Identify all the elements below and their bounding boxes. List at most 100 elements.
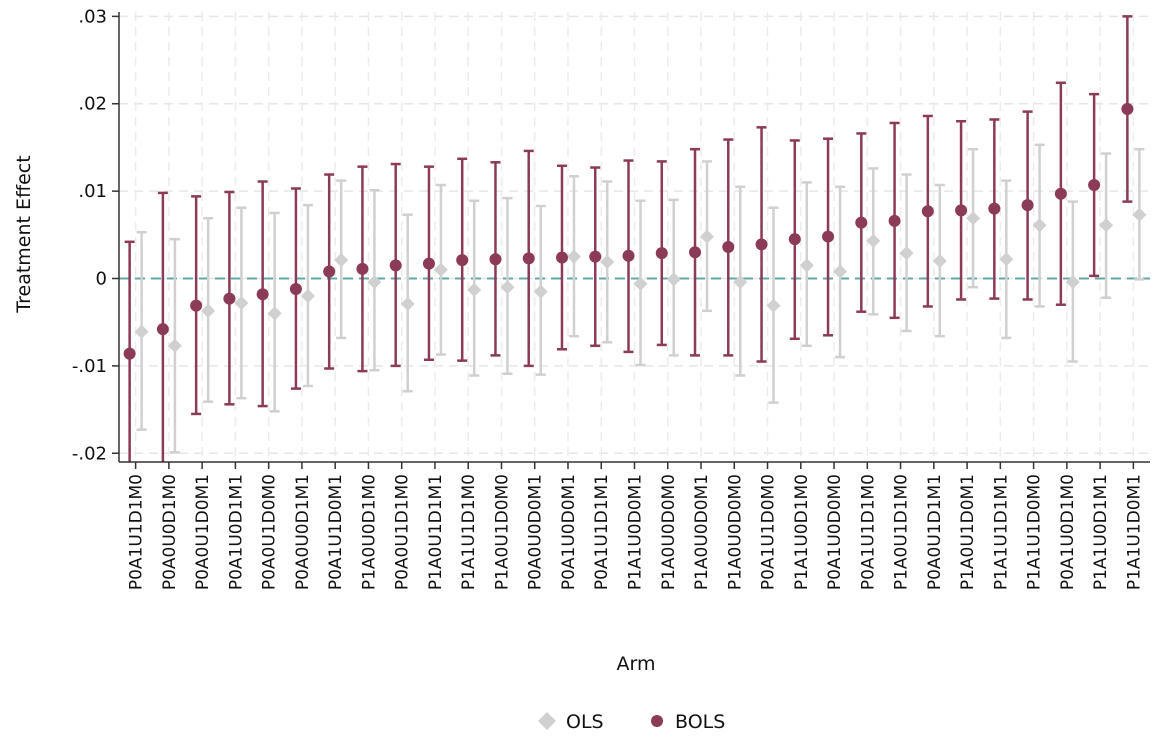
- bols-point-21: [822, 230, 835, 243]
- x-tick-label-21: P0A1U0D0M0: [825, 474, 845, 590]
- ols-point-30: [1132, 207, 1147, 222]
- legend-ols-label: OLS: [566, 711, 604, 733]
- ols-point-11: [500, 280, 515, 295]
- grid: [119, 12, 1150, 462]
- bols-point-9: [422, 257, 435, 270]
- ols-point-15: [633, 276, 648, 291]
- bols-point-20: [788, 233, 801, 246]
- ols-point-16: [666, 272, 681, 287]
- ols-point-10: [467, 282, 482, 297]
- ols-point-25: [966, 211, 981, 226]
- bols-point-0: [123, 347, 136, 360]
- ols-point-4: [267, 306, 282, 321]
- x-axis-title: Arm: [617, 653, 656, 675]
- x-tick-label-28: P0A1U0D1M0: [1058, 474, 1078, 590]
- ols-point-19: [766, 298, 781, 313]
- ols-point-24: [932, 254, 947, 269]
- x-tick-label-4: P0A0U1D0M0: [260, 474, 280, 590]
- y-tick-label-5: .03: [78, 6, 107, 27]
- ols-point-13: [566, 249, 581, 264]
- bols-point-22: [855, 216, 868, 229]
- bols-point-26: [988, 202, 1001, 215]
- bols-point-15: [622, 249, 635, 262]
- bols-point-14: [589, 250, 602, 263]
- y-tick-label-4: .02: [78, 94, 107, 115]
- x-tick-label-14: P0A1U1D1M1: [592, 474, 612, 590]
- ols-point-20: [799, 258, 814, 273]
- x-tick-labels: P0A1U1D1M0 P0A0U0D1M0 P0A0U1D0M1 P0A1U0D1M1…: [127, 462, 1144, 590]
- bols-point-29: [1088, 179, 1101, 192]
- bols-point-8: [389, 259, 402, 272]
- ols-point-14: [600, 254, 615, 269]
- bols-point-16: [655, 247, 668, 260]
- x-tick-label-16: P1A0U0D0M0: [659, 474, 679, 590]
- legend-bols-label: BOLS: [675, 711, 725, 733]
- x-tick-label-10: P1A1U1D1M0: [459, 474, 479, 590]
- bols-series: [123, 15, 1134, 462]
- bols-point-27: [1021, 199, 1034, 212]
- x-tick-label-19: P0A1U1D0M0: [759, 474, 779, 590]
- x-tick-label-13: P0A1U0D0M1: [559, 474, 579, 590]
- ols-point-9: [433, 262, 448, 277]
- x-tick-label-3: P0A1U0D1M1: [226, 474, 246, 590]
- x-tick-label-25: P1A0U1D0M1: [958, 474, 978, 590]
- bols-point-12: [522, 252, 535, 265]
- ols-point-7: [367, 275, 382, 289]
- x-tick-label-6: P0A1U1D0M1: [326, 474, 346, 590]
- x-tick-label-7: P1A0U0D1M0: [359, 474, 379, 590]
- legend: OLS BOLS: [538, 711, 725, 733]
- x-tick-label-20: P1A1U0D1M0: [792, 474, 812, 590]
- x-tick-label-30: P1A1U1D0M1: [1124, 474, 1144, 590]
- y-tick-label-3: .01: [78, 181, 107, 202]
- ols-point-6: [334, 253, 349, 268]
- ols-point-17: [700, 229, 715, 244]
- bols-point-4: [256, 288, 269, 301]
- bols-point-25: [955, 204, 968, 217]
- bols-point-23: [888, 214, 901, 227]
- x-tick-label-8: P0A0U1D1M0: [393, 474, 413, 590]
- ols-series: [134, 143, 1147, 454]
- bols-point-28: [1054, 187, 1067, 200]
- x-tick-label-15: P1A1U0D0M1: [626, 474, 646, 590]
- y-tick-label-1: -.01: [72, 356, 107, 377]
- x-tick-label-0: P0A1U1D1M0: [127, 474, 147, 590]
- x-tick-label-9: P1A0U1D1M1: [426, 474, 446, 590]
- ols-point-23: [899, 246, 914, 261]
- ols-point-5: [300, 288, 315, 303]
- y-tick-label-0: -.02: [72, 443, 107, 464]
- bols-point-17: [689, 246, 702, 259]
- ols-point-12: [533, 284, 548, 299]
- ols-point-0: [134, 324, 149, 339]
- ols-point-26: [999, 252, 1014, 267]
- bols-point-1: [156, 323, 169, 336]
- legend-ols-marker: [538, 712, 556, 730]
- x-tick-label-5: P0A0U0D1M1: [293, 474, 313, 590]
- bols-point-19: [755, 238, 768, 251]
- legend-bols-marker: [651, 715, 663, 727]
- x-tick-label-17: P1A0U0D0M1: [692, 474, 712, 590]
- bols-point-30: [1121, 102, 1134, 115]
- x-tick-label-24: P0A0U1D1M1: [925, 474, 945, 590]
- bols-point-13: [555, 251, 568, 264]
- bols-point-18: [722, 241, 735, 254]
- bols-point-24: [921, 205, 934, 218]
- bols-point-11: [489, 253, 502, 266]
- y-tick-labels: -.02 -.01 0 .01 .02 .03: [72, 6, 119, 464]
- ols-point-18: [733, 275, 748, 289]
- x-tick-label-29: P1A1U0D1M1: [1091, 474, 1111, 590]
- x-tick-label-11: P1A0U1D0M0: [492, 474, 512, 590]
- ols-point-2: [201, 303, 216, 318]
- bols-point-6: [323, 265, 336, 278]
- bols-point-3: [223, 292, 236, 305]
- x-tick-label-22: P0A1U1D1M0: [858, 474, 878, 590]
- ols-point-3: [234, 295, 249, 310]
- x-tick-label-27: P1A1U1D0M0: [1025, 474, 1045, 590]
- y-axis-title: Treatment Effect: [13, 155, 35, 313]
- bols-point-2: [190, 299, 203, 312]
- bols-point-10: [456, 254, 469, 267]
- ols-point-8: [400, 296, 415, 311]
- x-tick-label-12: P0A0U0D0M1: [526, 474, 546, 590]
- x-tick-label-23: P1A0U1D1M0: [892, 474, 912, 590]
- bols-point-7: [356, 262, 369, 275]
